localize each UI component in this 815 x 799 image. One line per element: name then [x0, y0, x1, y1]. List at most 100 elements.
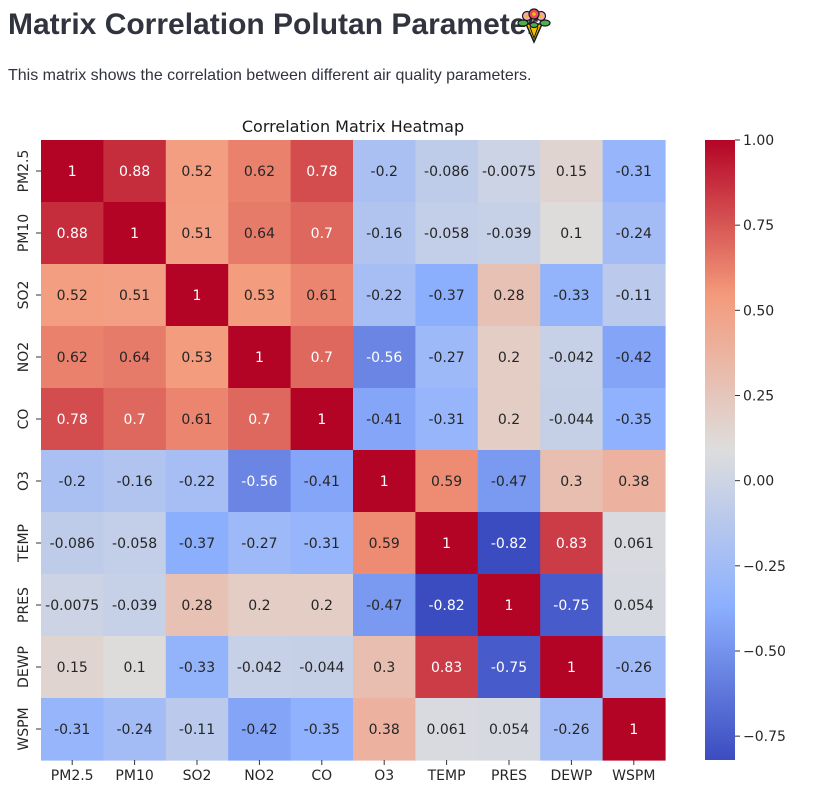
heatmap-cell	[41, 264, 104, 327]
heatmap-cell	[165, 698, 229, 761]
cell-value-label: 0.2	[498, 350, 520, 366]
correlation-heatmap: Correlation Matrix Heatmap 1 0.88 0.52 0.62…	[16, 117, 786, 784]
cell-value-label: -0.31	[54, 722, 90, 738]
cell-value-label: 1	[567, 660, 576, 676]
y-tick-label: O3	[16, 471, 32, 491]
heatmap-cell	[415, 698, 479, 761]
heatmap-cell	[415, 450, 479, 513]
heatmap-cell	[540, 388, 604, 451]
heatmap-cell	[103, 264, 167, 327]
x-tick-label: DEWP	[550, 768, 592, 784]
cell-value-label: -0.039	[486, 226, 531, 242]
heatmap-cell	[602, 574, 666, 637]
cell-value-label: -0.47	[491, 474, 527, 490]
cell-value-label: 0.061	[427, 722, 467, 738]
y-axis: PM2.5 PM10 SO2 NO2 CO O3 TEMP PRES DEWP WSPM	[16, 150, 41, 751]
heatmap-cell	[165, 264, 229, 327]
heatmap-cell	[165, 574, 229, 637]
cell-value-label: 0.38	[618, 474, 649, 490]
cell-value-label: -0.11	[616, 288, 652, 304]
cell-value-label: 0.88	[119, 164, 150, 180]
x-tick-label: O3	[374, 768, 394, 784]
x-tick-label: PRES	[491, 768, 527, 784]
heatmap-cell	[290, 636, 354, 699]
cell-value-label: -0.16	[366, 226, 402, 242]
cell-value-label: -0.42	[616, 350, 652, 366]
heatmap-cell	[228, 636, 292, 699]
heatmap-cell	[477, 264, 541, 327]
heatmap-cell	[540, 326, 604, 389]
heatmap-cell	[290, 388, 354, 451]
cell-value-label: 0.28	[181, 598, 212, 614]
heatmap-cell	[477, 512, 541, 575]
heatmap-cell	[228, 140, 292, 203]
heatmap-cell	[477, 636, 541, 699]
cell-value-label: 1	[629, 722, 638, 738]
cell-value-label: 0.2	[248, 598, 270, 614]
heatmap-cell	[602, 202, 666, 265]
heatmap-cell	[353, 636, 416, 699]
cell-value-label: -0.0075	[45, 598, 99, 614]
heatmap-cell	[415, 264, 479, 327]
cell-value-label: 0.2	[311, 598, 333, 614]
heatmap-cell	[41, 326, 104, 389]
heatmap-cell	[165, 202, 229, 265]
cell-value-label: -0.56	[366, 350, 402, 366]
heatmap-cell	[228, 388, 292, 451]
heatmap-cell	[540, 450, 604, 513]
heatmap-cell	[353, 140, 416, 203]
cell-value-label: 0.83	[431, 660, 462, 676]
cell-value-label: -0.82	[428, 598, 464, 614]
cell-value-label: -0.26	[553, 722, 589, 738]
heatmap-cell	[41, 512, 104, 575]
heatmap-cell	[228, 574, 292, 637]
heatmap-cell	[602, 326, 666, 389]
colorbar-tick-label: 0.25	[743, 388, 774, 404]
cell-value-label: 0.78	[57, 412, 88, 428]
heatmap-cell	[415, 512, 479, 575]
cell-value-label: 0.7	[311, 350, 333, 366]
page-description: This matrix shows the correlation betwee…	[8, 67, 532, 84]
cell-value-label: 0.88	[57, 226, 88, 242]
y-tick-label: SO2	[16, 281, 32, 310]
cell-value-label: -0.31	[428, 412, 464, 428]
heatmap-cell	[540, 512, 604, 575]
heatmap-cell	[165, 636, 229, 699]
cell-value-label: 1	[130, 226, 139, 242]
cell-value-label: -0.27	[428, 350, 464, 366]
cell-value-label: 0.51	[181, 226, 212, 242]
heatmap-cell	[602, 140, 666, 203]
heatmap-cell	[103, 512, 167, 575]
cell-value-label: 0.61	[181, 412, 212, 428]
cell-value-label: -0.039	[112, 598, 157, 614]
cell-value-label: -0.0075	[482, 164, 536, 180]
cell-value-label: -0.35	[616, 412, 652, 428]
page-title: Matrix Correlation Polutan Parameter	[8, 8, 539, 41]
heatmap-cell	[228, 450, 292, 513]
y-tick-label: NO2	[16, 342, 32, 372]
cell-value-label: 1	[442, 536, 451, 552]
cell-value-label: -0.33	[553, 288, 589, 304]
cell-value-label: 0.52	[181, 164, 212, 180]
cell-value-label: -0.24	[616, 226, 652, 242]
colorbar-tick-label: 0.50	[743, 303, 774, 319]
cell-value-label: 0.53	[181, 350, 212, 366]
cell-value-label: -0.16	[116, 474, 152, 490]
heatmap-cell	[290, 574, 354, 637]
cell-value-label: 1	[380, 474, 389, 490]
cell-value-label: 1	[505, 598, 514, 614]
heatmap-cell	[165, 140, 229, 203]
cell-value-label: -0.47	[366, 598, 402, 614]
heatmap-cell	[228, 512, 292, 575]
heatmap-cell	[228, 202, 292, 265]
cell-value-label: -0.41	[366, 412, 402, 428]
cell-value-label: 1	[193, 288, 202, 304]
heatmap-cell	[41, 636, 104, 699]
heatmap-cell	[41, 450, 104, 513]
heatmap-cell	[103, 202, 167, 265]
cell-value-label: 0.15	[556, 164, 587, 180]
cell-value-label: 0.054	[489, 722, 529, 738]
heatmap-cell	[103, 326, 167, 389]
heatmap-cell	[353, 202, 416, 265]
colorbar-tick-label: 0.75	[743, 218, 774, 234]
